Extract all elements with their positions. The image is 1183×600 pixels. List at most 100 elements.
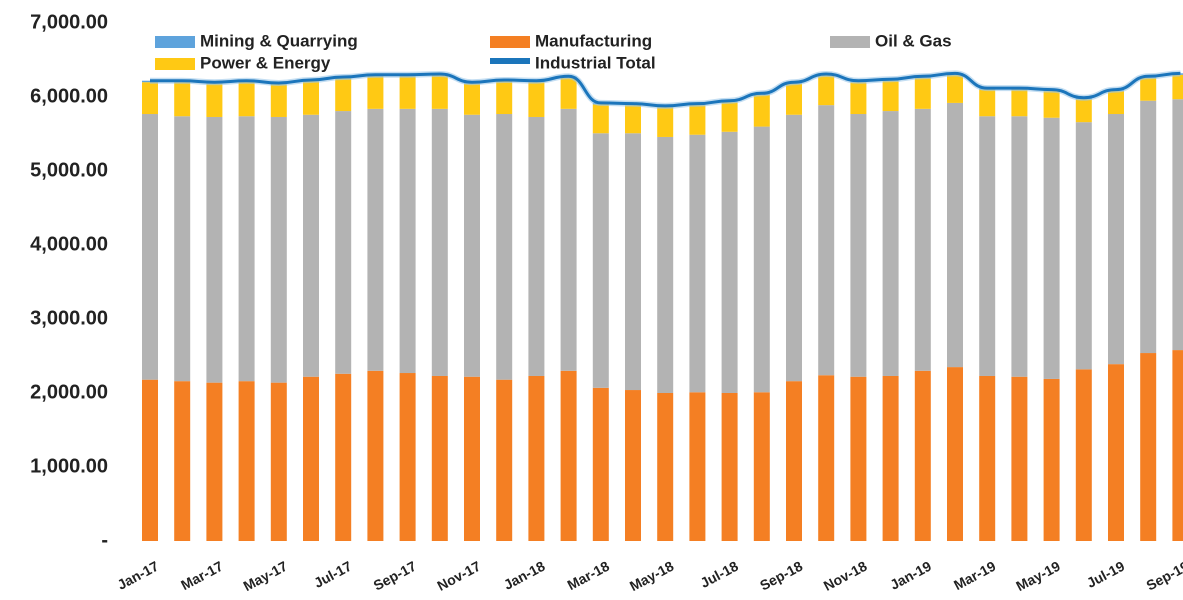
x-tick-label: Mar-19 <box>951 558 999 593</box>
legend-swatch <box>155 58 195 70</box>
x-tick-label: Sep-18 <box>757 558 805 594</box>
bar-segment <box>1011 376 1028 541</box>
y-tick-label: 6,000.00 <box>30 85 108 107</box>
bar-segment <box>1043 91 1060 118</box>
x-tick-label: Jan-19 <box>887 558 934 593</box>
bar-segment <box>1108 91 1124 115</box>
bar-segment <box>528 82 545 117</box>
bar-segment <box>399 373 416 541</box>
bar-segment <box>431 108 448 376</box>
bar-segment <box>625 105 641 134</box>
bar-segment <box>882 111 899 376</box>
x-tick-label: Jan-18 <box>501 558 548 593</box>
bar-segment <box>367 76 384 109</box>
bar-segment <box>206 116 223 383</box>
bar-segment <box>560 370 577 541</box>
legend-label: Power & Energy <box>200 53 331 72</box>
bar-segment <box>335 111 352 374</box>
bar-segment <box>142 82 158 115</box>
bar-segment <box>142 114 158 380</box>
bar-segment <box>850 114 867 377</box>
bar-segment <box>914 77 931 109</box>
y-tick-label: 7,000.00 <box>30 11 108 33</box>
x-tick-label: Sep-19 <box>1143 558 1183 594</box>
bar-segment <box>560 108 577 371</box>
legend-swatch <box>490 58 530 64</box>
bar-segment <box>592 133 609 388</box>
x-tick-label: Mar-18 <box>565 558 613 593</box>
legend-label: Mining & Quarrying <box>200 31 358 50</box>
x-tick-label: May-19 <box>1013 558 1063 595</box>
bar-segment <box>882 375 899 541</box>
bar-segment <box>753 392 770 541</box>
legend-label: Oil & Gas <box>875 31 952 50</box>
legend-label: Industrial Total <box>535 53 656 72</box>
bar-segment <box>979 89 996 117</box>
bar-segment <box>496 379 513 541</box>
y-tick-label: 4,000.00 <box>30 233 108 255</box>
x-tick-label: Jul-17 <box>311 558 354 591</box>
bar-segment <box>399 76 416 109</box>
bar-segment <box>1075 122 1092 370</box>
bar-segment <box>431 375 448 541</box>
bar-segment <box>1075 369 1092 541</box>
legend-label: Manufacturing <box>535 31 652 50</box>
bar-segment <box>1108 364 1124 541</box>
bar-segment <box>786 114 802 382</box>
bar-segment <box>882 80 899 112</box>
legend-swatch <box>830 36 870 48</box>
bar-segment <box>1172 74 1183 100</box>
bar-segment <box>689 105 706 135</box>
bar-segment <box>1011 89 1028 117</box>
bar-segment <box>174 381 191 541</box>
y-tick-label: 3,000.00 <box>30 307 108 329</box>
bar-segment <box>1140 353 1157 541</box>
bar-segment <box>592 387 609 541</box>
bar-segment <box>270 382 287 541</box>
bar-segment <box>206 83 223 117</box>
x-tick-label: May-17 <box>241 558 291 595</box>
bar-segment <box>1140 77 1157 101</box>
bar-segment <box>335 78 352 112</box>
bar-segment <box>367 108 384 371</box>
bar-segment <box>528 375 545 541</box>
x-tick-label: Jan-17 <box>114 558 161 593</box>
bar-segment <box>625 133 641 391</box>
bar-segment <box>1075 99 1092 123</box>
bar-segment <box>625 390 641 541</box>
bar-segment <box>947 367 963 541</box>
bar-segment <box>753 126 770 393</box>
y-tick-label: 1,000.00 <box>30 455 108 477</box>
bar-segment <box>1043 117 1060 379</box>
bar-segment <box>270 84 287 117</box>
bar-segment <box>303 114 319 377</box>
bar-segment <box>947 74 963 103</box>
bar-segment <box>850 82 867 115</box>
bar-segment <box>496 81 513 115</box>
bar-segment <box>464 114 480 377</box>
bar-segment <box>238 381 255 541</box>
bar-segment <box>850 376 867 541</box>
bar-segment <box>818 75 835 106</box>
bar-segment <box>496 114 513 380</box>
bar-segment <box>560 77 577 109</box>
bar-segment <box>335 373 352 541</box>
bar-segment <box>689 392 706 541</box>
bar-segment <box>1172 350 1183 541</box>
bar-segment <box>914 370 931 541</box>
line <box>150 71 1181 108</box>
bar-segment <box>206 382 223 541</box>
legend-swatch <box>490 36 530 48</box>
x-tick-label: Sep-17 <box>371 558 419 594</box>
x-tick-label: May-18 <box>627 558 677 595</box>
bar-segment <box>721 131 738 393</box>
y-tick-label: 2,000.00 <box>30 381 108 403</box>
bar-segment <box>1011 116 1028 377</box>
x-tick-label: Mar-17 <box>178 558 226 593</box>
x-tick-label: Nov-17 <box>434 558 483 594</box>
bar-segment <box>818 375 835 541</box>
x-tick-label: Jul-19 <box>1084 558 1127 591</box>
bar-segment <box>592 104 609 134</box>
y-tick-label: 5,000.00 <box>30 159 108 181</box>
bar-segment <box>657 107 674 137</box>
